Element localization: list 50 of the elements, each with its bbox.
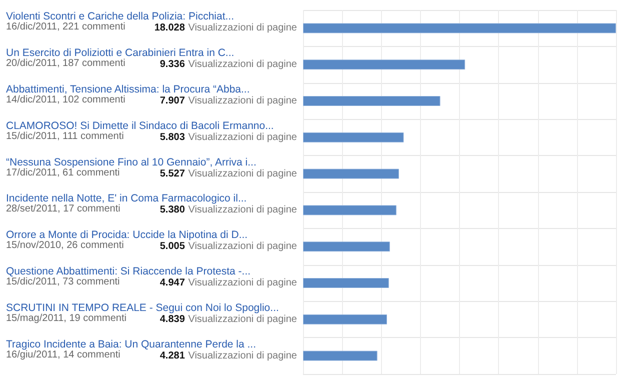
text: Visualizzazioni di pagine [188,241,298,252]
text: Visualizzazioni di pagine [188,350,298,362]
data-label: 5.527 [160,168,186,180]
y-tick-label: “Nessuna Sospensione Fino al 10 Gennaio”, Arriva i... [6,156,256,168]
text: 15/nov/2010, 26 commenti [6,240,124,252]
bar [303,278,389,288]
data-label: 4.839 [160,314,186,325]
bar [303,168,399,179]
text: 15/mag/2011, 19 commenti [6,312,126,324]
bar [303,314,388,324]
y-tick-label: SCRUTINI IN TEMPO REALE - Segui con Noi lo Spoglio... [6,302,279,314]
text: Visualizzazioni di pagine [188,96,298,106]
text: Visualizzazioni di pagine [188,278,298,288]
y-tick-label: Tragico Incidente a Baia: Un Quarantenne Perde la ... [6,338,256,350]
text: 16/giu/2011, 14 commenti [6,349,120,360]
y-tick-label: Incidente nella Notte, E' in Coma Farmacologico il... [6,192,247,205]
bar [303,23,616,34]
bar [303,350,378,361]
y-tick-label: Violenti Scontri e Cariche della Polizia: Picchiat... [6,10,234,23]
data-label: 5.380 [160,204,186,216]
text: Visualizzazioni di pagine [188,204,298,216]
bar [303,242,390,252]
text: Visualizzazioni di pagine [188,22,298,34]
data-label: 7.907 [160,96,186,106]
text: Visualizzazioni di pagine [188,168,298,180]
text: 17/dic/2011, 61 commenti [6,167,120,178]
bar [303,205,396,216]
data-label: 4.281 [160,350,186,362]
text: Visualizzazioni di pagine [188,59,298,70]
y-tick-label: Orrore a Monte di Procida: Uccide la Nipotina di D... [6,229,248,242]
y-tick-label: Un Esercito di Poliziotti e Carabinieri Entra in C... [6,47,234,60]
bar [303,132,404,142]
bar [303,60,466,70]
text: Visualizzazioni di pagine [188,314,298,325]
text: 16/dic/2011, 221 commenti [6,22,126,33]
data-label: 5.803 [160,132,186,143]
text: Visualizzazioni di pagine [188,132,298,143]
y-tick-label: CLAMOROSO! Si Dimette il Sindaco di Bacoli Ermanno... [6,120,274,132]
data-label: 9.336 [160,59,186,70]
data-label: 18.028 [154,22,186,34]
data-label: 4.947 [160,278,186,288]
bar [303,96,440,106]
y-tick-label: Questione Abbattimenti: Si Riaccende la Protesta -... [6,266,251,278]
text: 14/dic/2011, 102 commenti [6,94,126,106]
data-label: 5.005 [160,241,186,252]
text: 20/dic/2011, 187 commenti [6,58,126,70]
text: 28/set/2011, 17 commenti [6,204,120,215]
text: 15/dic/2011, 111 commenti [6,130,124,142]
y-tick-label: Abbattimenti, Tensione Altissima: la Procura “Abba... [6,84,250,96]
text: 15/dic/2011, 73 commenti [6,276,120,288]
